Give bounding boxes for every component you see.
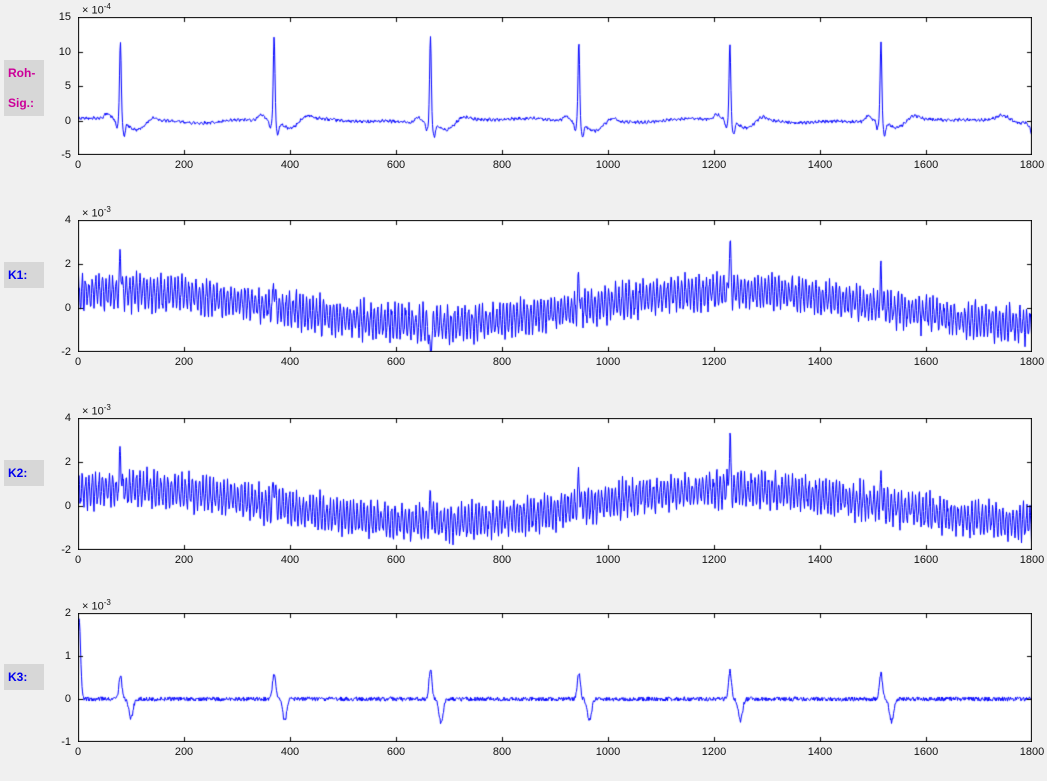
label-roh-line2: Sig.:: [8, 96, 34, 110]
x-tick-label: 800: [492, 746, 512, 758]
x-tick-label: 1400: [807, 159, 833, 171]
signal-label-k2: K2:: [4, 460, 44, 486]
signal-label-k1: K1:: [4, 262, 44, 288]
x-tick-label: 800: [492, 554, 512, 566]
x-tick-label: 800: [492, 159, 512, 171]
y-tick-label: 2: [64, 607, 71, 619]
x-tick-label: 1200: [701, 356, 727, 368]
subplot-k3: [78, 613, 1032, 742]
x-tick-label: 1600: [913, 159, 939, 171]
x-tick-label: 1400: [807, 554, 833, 566]
x-tick-label: 1400: [807, 356, 833, 368]
label-gap: [8, 80, 44, 96]
signal-label-roh-sig: Roh- Sig.:: [4, 60, 44, 116]
subplot-k2: [78, 418, 1032, 550]
plot-canvas-k2: [78, 418, 1032, 550]
x-tick-label: 400: [280, 554, 300, 566]
plot-canvas-roh: [78, 17, 1032, 155]
x-tick-label: 1800: [1019, 356, 1045, 368]
y-tick-label: 0: [64, 302, 71, 314]
x-tick-label: 600: [386, 159, 406, 171]
signal-label-k3: K3:: [4, 664, 44, 690]
x-tick-label: 0: [74, 554, 82, 566]
y-tick-label: 15: [58, 11, 71, 23]
x-tick-label: 1000: [595, 356, 621, 368]
y-tick-label: -2: [61, 346, 71, 358]
x-tick-label: 400: [280, 159, 300, 171]
axis-exponent-label: × 10-3: [82, 403, 111, 418]
x-tick-label: 600: [386, 356, 406, 368]
plot-canvas-k3: [78, 613, 1032, 742]
x-tick-label: 1000: [595, 746, 621, 758]
subplot-roh-signal: [78, 17, 1032, 155]
x-tick-label: 1600: [913, 554, 939, 566]
x-tick-label: 600: [386, 554, 406, 566]
x-tick-label: 200: [174, 554, 194, 566]
x-tick-label: 1800: [1019, 159, 1045, 171]
x-tick-label: 200: [174, 159, 194, 171]
x-tick-label: 400: [280, 356, 300, 368]
x-tick-label: 1800: [1019, 746, 1045, 758]
x-tick-label: 0: [74, 746, 82, 758]
y-tick-label: 0: [64, 114, 71, 127]
plot-canvas-k1: [78, 220, 1032, 352]
y-tick-label: 2: [64, 456, 71, 468]
y-tick-label: -1: [61, 736, 71, 748]
x-tick-label: 1400: [807, 746, 833, 758]
axis-exponent-label: × 10-3: [82, 598, 111, 613]
x-tick-label: 1000: [595, 159, 621, 171]
x-tick-label: 1600: [913, 746, 939, 758]
y-tick-label: 4: [64, 412, 71, 424]
label-roh-line1: Roh-: [8, 66, 36, 80]
x-tick-label: 0: [74, 356, 82, 368]
subplot-k1: [78, 220, 1032, 352]
x-tick-label: 1600: [913, 356, 939, 368]
x-tick-label: 1200: [701, 159, 727, 171]
axis-exponent-label: × 10-4: [82, 2, 111, 17]
x-tick-label: 1000: [595, 554, 621, 566]
x-tick-label: 0: [74, 159, 82, 171]
x-tick-label: 200: [174, 746, 194, 758]
x-tick-label: 600: [386, 746, 406, 758]
y-tick-label: -2: [61, 544, 71, 556]
x-tick-label: 200: [174, 356, 194, 368]
x-tick-label: 400: [280, 746, 300, 758]
y-tick-label: 0: [64, 500, 71, 512]
y-tick-label: -5: [61, 149, 71, 161]
y-tick-label: 4: [64, 214, 71, 226]
y-tick-label: 2: [64, 258, 71, 270]
x-tick-label: 800: [492, 356, 512, 368]
y-tick-label: 0: [64, 693, 71, 705]
axis-exponent-label: × 10-3: [82, 205, 111, 220]
y-tick-label: 1: [64, 650, 71, 662]
y-tick-label: 10: [58, 45, 71, 58]
y-tick-label: 5: [64, 80, 71, 92]
x-tick-label: 1200: [701, 746, 727, 758]
x-tick-label: 1800: [1019, 554, 1045, 566]
x-tick-label: 1200: [701, 554, 727, 566]
